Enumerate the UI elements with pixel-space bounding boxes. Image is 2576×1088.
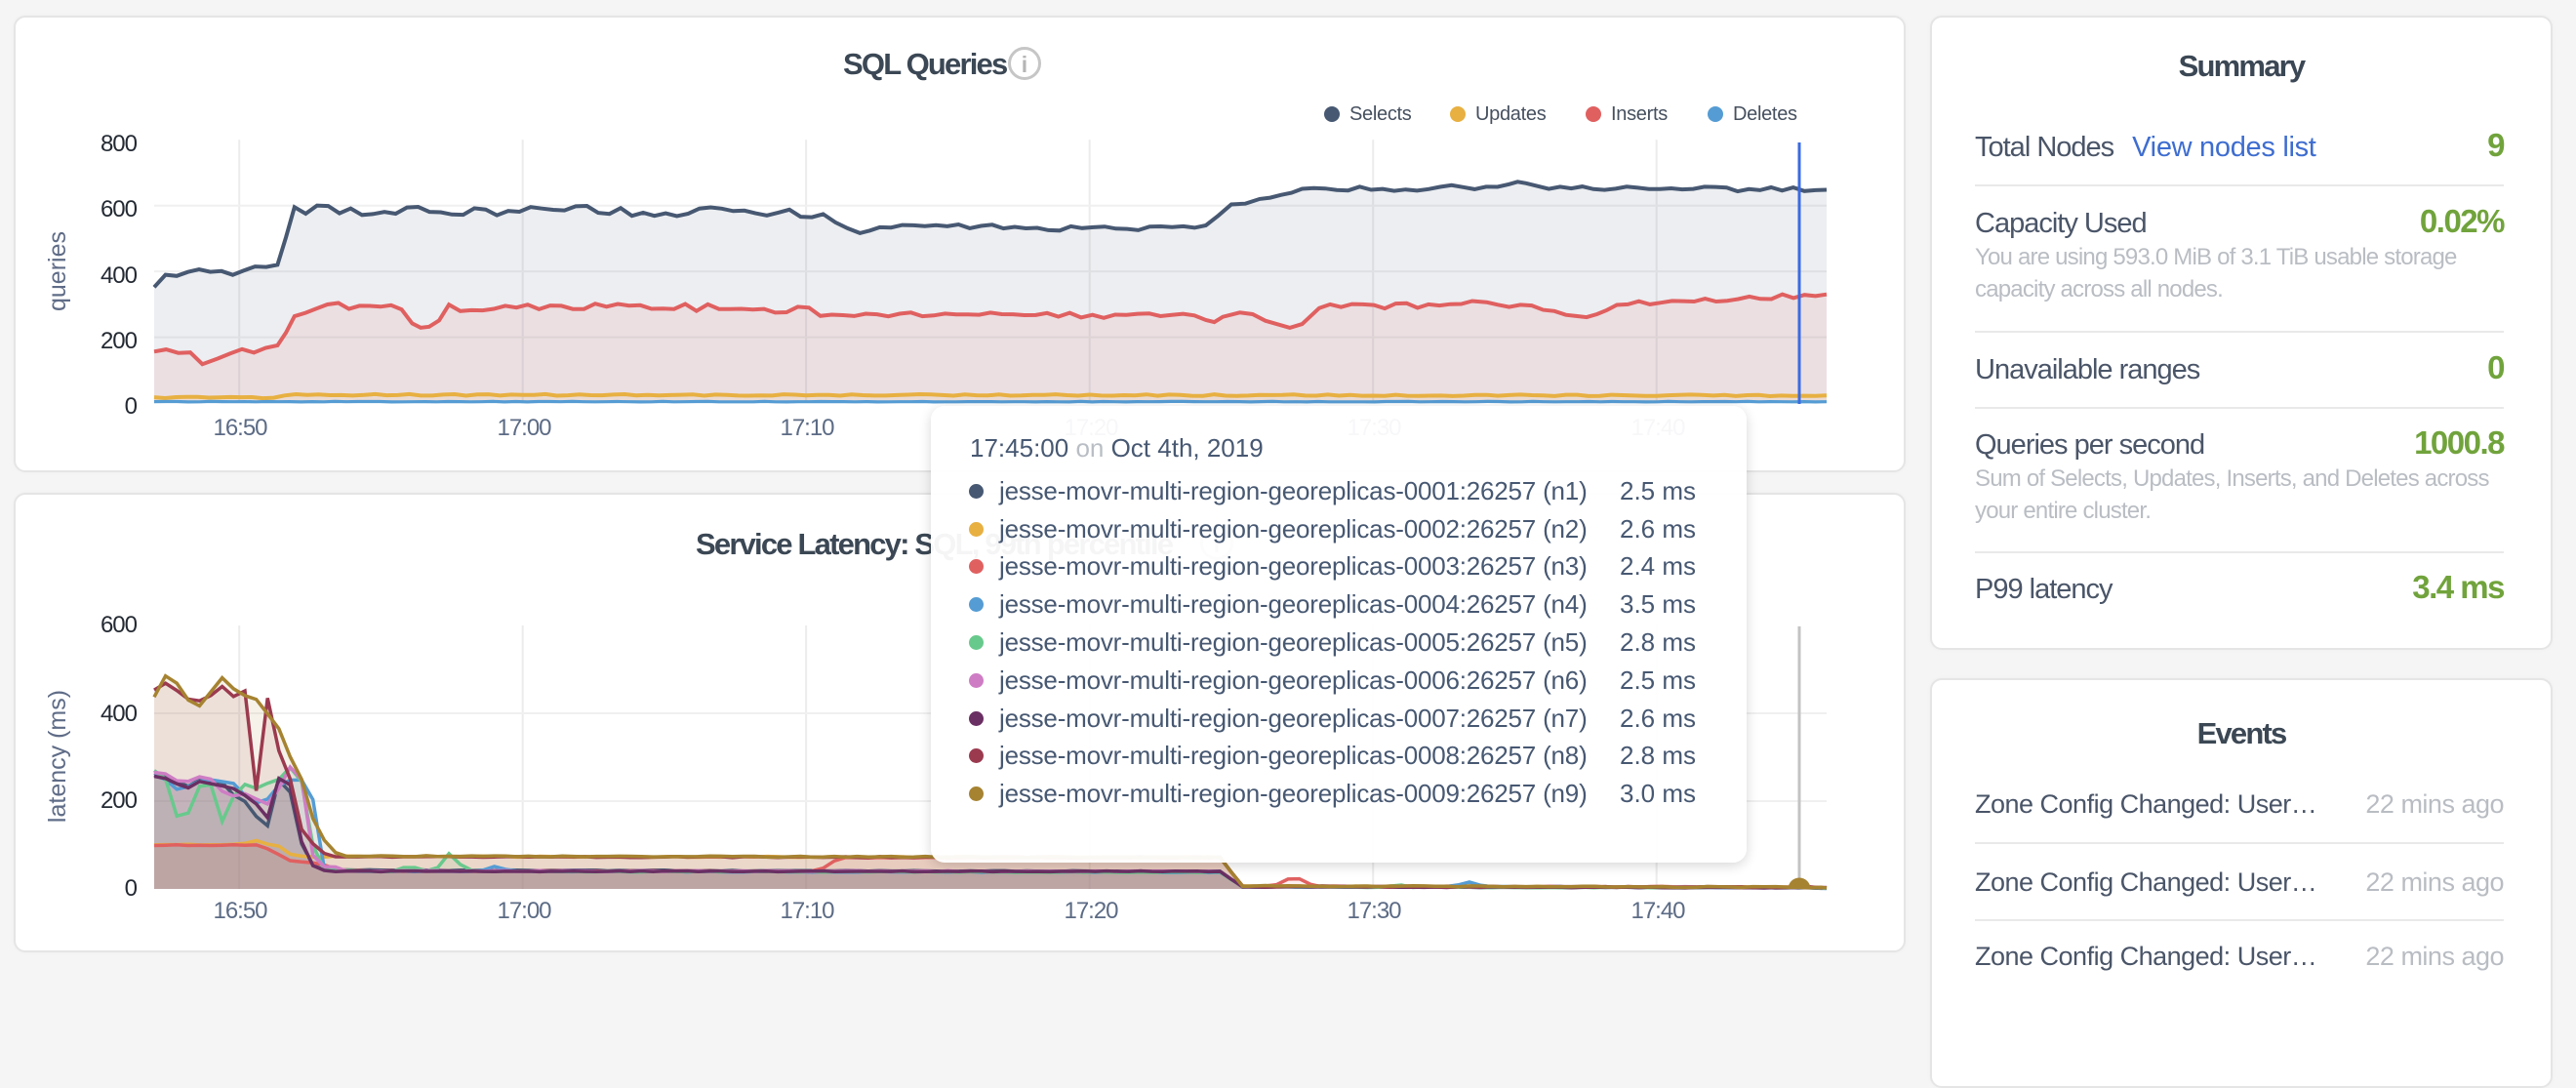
svg-text:0: 0 (125, 875, 138, 902)
svg-text:17:00: 17:00 (497, 898, 551, 924)
svg-text:16:50: 16:50 (213, 415, 267, 441)
svg-text:latency (ms): latency (ms) (44, 690, 71, 823)
svg-text:17:40: 17:40 (1630, 898, 1685, 924)
svg-text:17:00: 17:00 (497, 415, 551, 441)
svg-text:16:50: 16:50 (213, 898, 267, 924)
svg-text:600: 600 (101, 196, 138, 222)
svg-text:400: 400 (101, 262, 138, 289)
svg-text:queries: queries (44, 231, 71, 311)
svg-text:400: 400 (101, 701, 138, 727)
svg-text:17:30: 17:30 (1347, 898, 1401, 924)
svg-text:800: 800 (101, 131, 138, 157)
svg-text:17:20: 17:20 (1064, 898, 1118, 924)
svg-text:200: 200 (101, 328, 138, 354)
svg-text:0: 0 (125, 393, 138, 420)
svg-text:17:10: 17:10 (780, 898, 834, 924)
svg-text:600: 600 (101, 612, 138, 638)
svg-text:17:10: 17:10 (780, 415, 834, 441)
svg-text:200: 200 (101, 787, 138, 814)
